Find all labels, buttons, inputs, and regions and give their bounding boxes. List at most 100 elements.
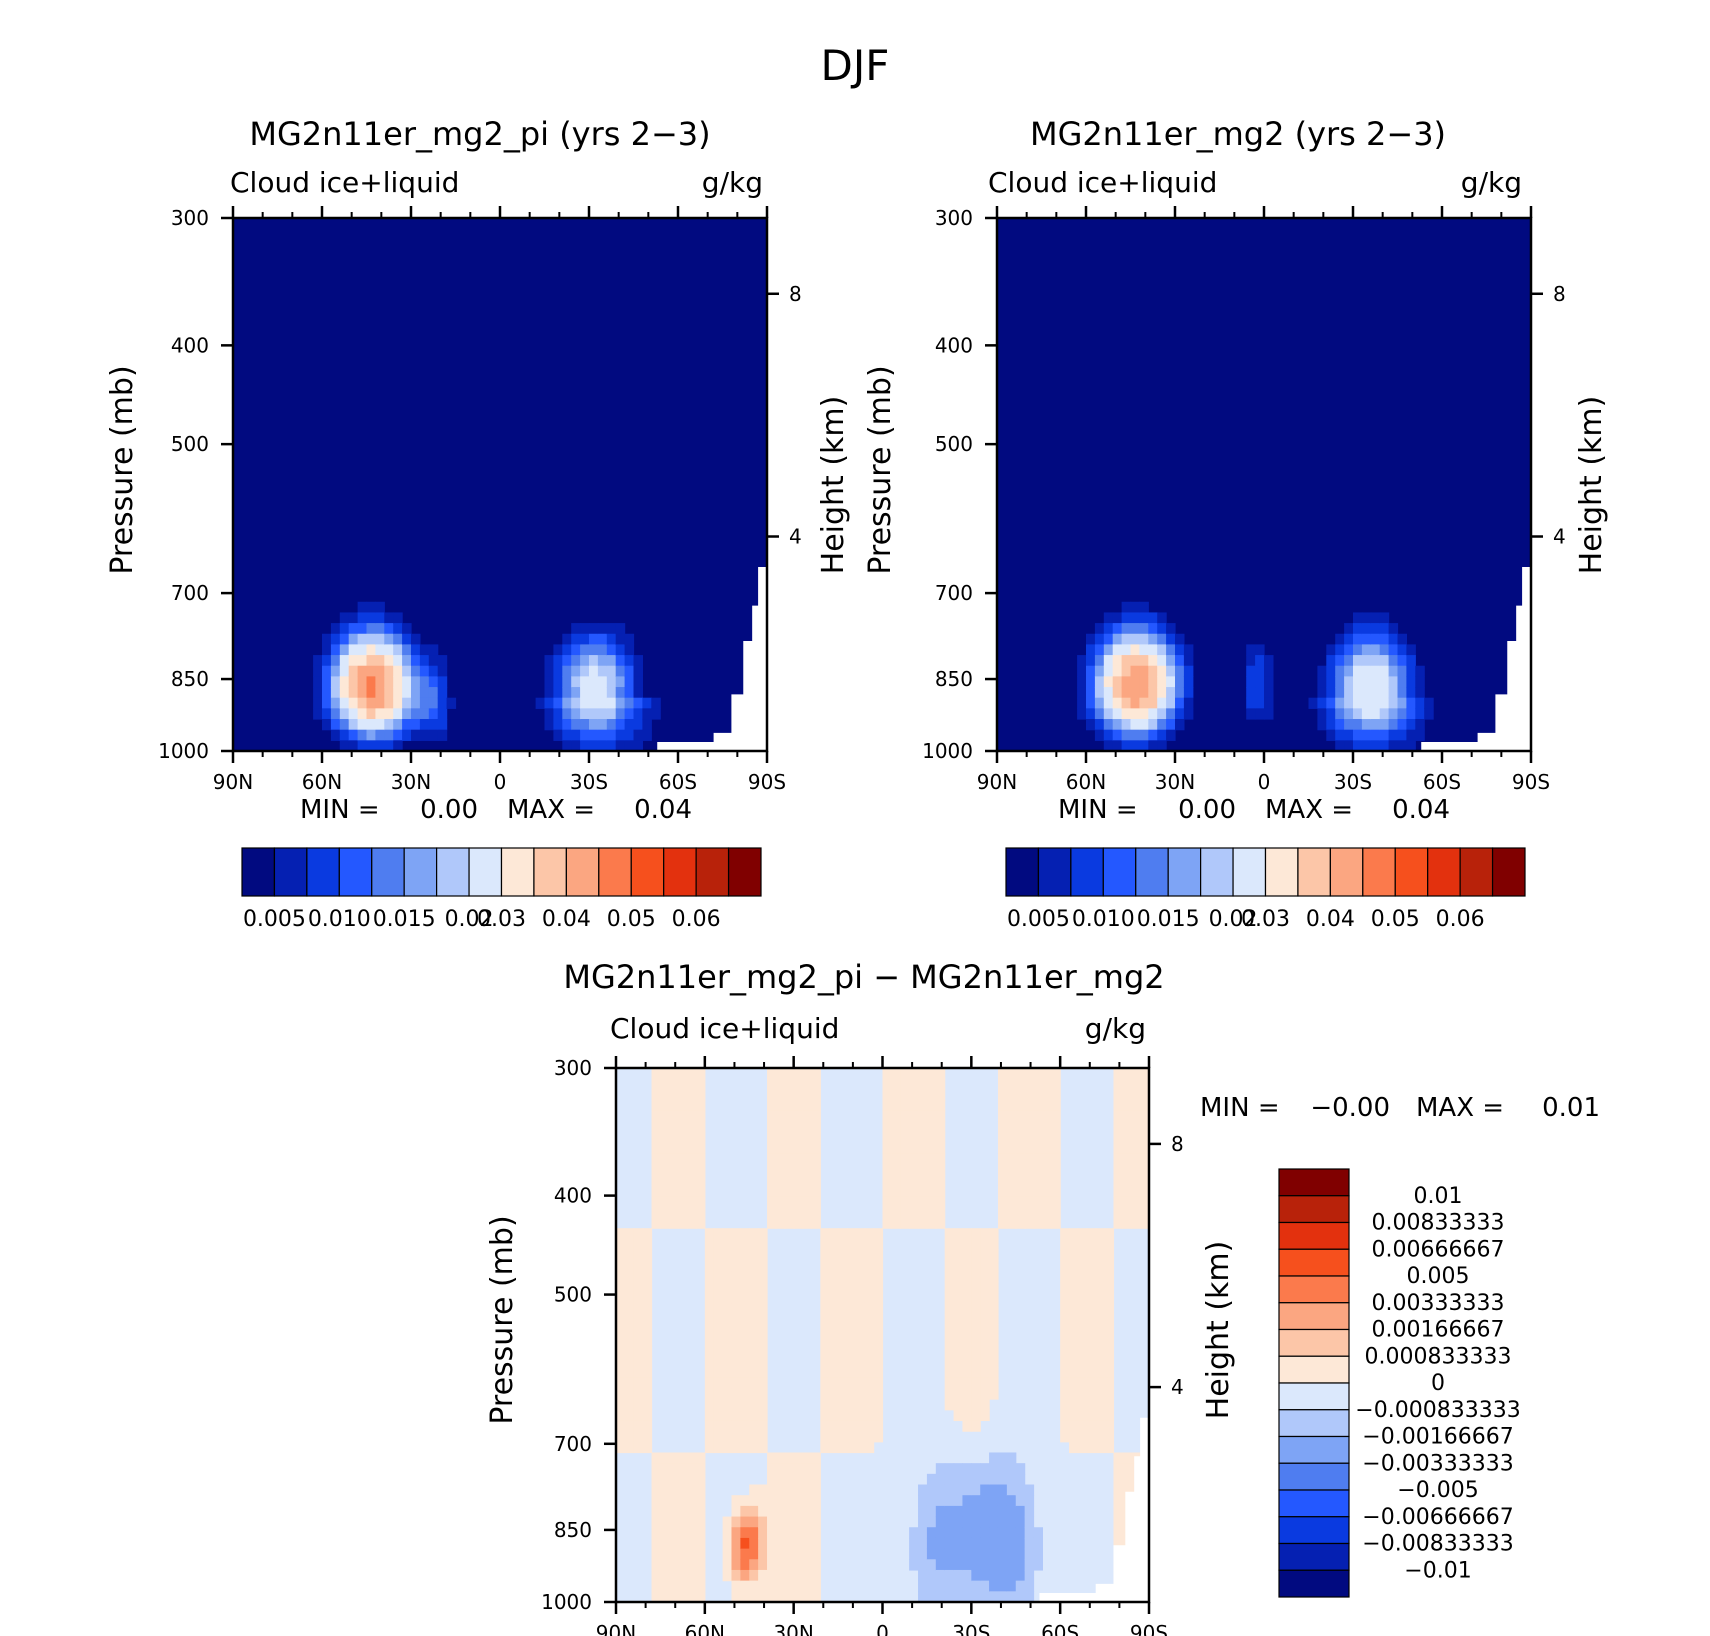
contour-cell: [651, 1548, 662, 1560]
contour-cell: [437, 719, 448, 731]
colorbar-box: [1394, 847, 1429, 897]
contour-cell: [624, 697, 635, 709]
contour-cell: [989, 1367, 999, 1379]
contour-cell: [820, 1228, 830, 1240]
contour-cell: [962, 1473, 972, 1486]
contour-cell: [1033, 1164, 1043, 1176]
contour-cell: [722, 1399, 733, 1411]
contour-cell: [1024, 1121, 1035, 1133]
contour-cell: [660, 1174, 670, 1187]
contour-cell: [882, 1196, 892, 1208]
contour-cell: [411, 687, 421, 699]
colorbar-box: [630, 847, 665, 897]
contour-cell: [909, 1185, 919, 1197]
contour-cell: [722, 1356, 733, 1368]
contour-cell: [1103, 655, 1114, 667]
contour-cell: [687, 1580, 697, 1592]
contour-cell: [1069, 1356, 1079, 1368]
contour-cell: [1121, 676, 1132, 688]
contour-cell: [909, 1132, 919, 1144]
x-tick-label: 90N: [977, 770, 1017, 794]
contour-cell: [695, 1580, 706, 1592]
contour-cell: [695, 1142, 706, 1155]
contour-cell: [366, 697, 376, 709]
contour-cell: [695, 1516, 706, 1528]
contour-cell: [1121, 708, 1132, 720]
contour-cell: [722, 1559, 733, 1571]
contour-cell: [1024, 1516, 1035, 1528]
contour-cell: [935, 1174, 946, 1187]
contour-cell: [740, 1591, 750, 1603]
contour-cell: [1060, 1249, 1070, 1261]
contour-cell: [767, 1591, 777, 1603]
contour-cell: [1388, 644, 1399, 656]
contour-cell: [1148, 687, 1158, 699]
contour-cell: [1415, 687, 1425, 699]
contour-cell: [838, 1270, 848, 1283]
contour-cell: [935, 1484, 946, 1496]
contour-cell: [616, 1238, 626, 1251]
contour-cell: [1139, 655, 1149, 667]
contour-cell: [846, 1345, 857, 1357]
contour-cell: [1388, 623, 1399, 635]
contour-cell: [767, 1473, 777, 1486]
contour-cell: [1130, 644, 1140, 656]
contour-cell: [1112, 729, 1123, 741]
colorbar-box: [338, 847, 373, 897]
contour-cell: [651, 1484, 662, 1496]
y-tick-label: 500: [935, 432, 973, 456]
colorbar-box: [468, 847, 503, 897]
contour-cell: [633, 1249, 644, 1261]
panel-test: MG2n11er_mg2 (yrs 2−3) Cloud ice+liquid …: [863, 115, 1609, 932]
contour-cell: [651, 1153, 662, 1165]
contour-cell: [1104, 1270, 1115, 1283]
contour-cell: [1122, 1206, 1132, 1219]
contour-cell: [1131, 1121, 1141, 1133]
contour-cell: [758, 1388, 768, 1400]
contour-cell: [606, 676, 617, 688]
contour-cell: [1370, 719, 1381, 731]
contour-cell: [829, 1409, 839, 1422]
contour-cell: [1104, 1281, 1115, 1293]
contour-cell: [669, 1078, 679, 1090]
contour-cell: [1015, 1495, 1026, 1507]
contour-cell: [571, 729, 581, 741]
contour-cell: [971, 1548, 981, 1560]
contour-cell: [1139, 687, 1149, 699]
contour-cell: [562, 729, 572, 741]
contour-cell: [1344, 665, 1354, 677]
contour-cell: [918, 1068, 928, 1080]
y-tick-label: 700: [554, 1432, 592, 1456]
contour-cell: [1131, 1206, 1141, 1219]
contour-cell: [731, 1559, 741, 1571]
contour-cell: [695, 1452, 706, 1464]
contour-cell: [678, 1132, 688, 1144]
contour-cell: [944, 1313, 955, 1325]
contour-cell: [997, 1580, 1008, 1592]
contour-cell: [313, 665, 323, 677]
contour-cell: [749, 1324, 759, 1336]
contour-cell: [678, 1174, 688, 1187]
contour-cell: [775, 1452, 786, 1464]
contour-cell: [1077, 1260, 1088, 1272]
contour-cell: [900, 1196, 910, 1208]
contour-cell: [1015, 1121, 1026, 1133]
contour-cell: [402, 623, 412, 635]
contour-cell: [802, 1100, 813, 1112]
contour-cell: [926, 1089, 937, 1101]
contour-cell: [1388, 633, 1399, 645]
contour-cell: [624, 644, 635, 656]
contour-cell: [393, 623, 403, 635]
contour-cell: [1094, 687, 1105, 699]
contour-cell: [997, 1463, 1008, 1475]
contour-cell: [918, 1495, 928, 1507]
contour-cell: [357, 665, 368, 677]
contour-cell: [829, 1313, 839, 1325]
contour-cell: [1051, 1100, 1061, 1112]
contour-cell: [571, 676, 581, 688]
contour-cell: [935, 1537, 946, 1550]
contour-cell: [793, 1142, 804, 1155]
contour-cell: [660, 1505, 670, 1518]
variable-label: Cloud ice+liquid: [988, 166, 1217, 199]
